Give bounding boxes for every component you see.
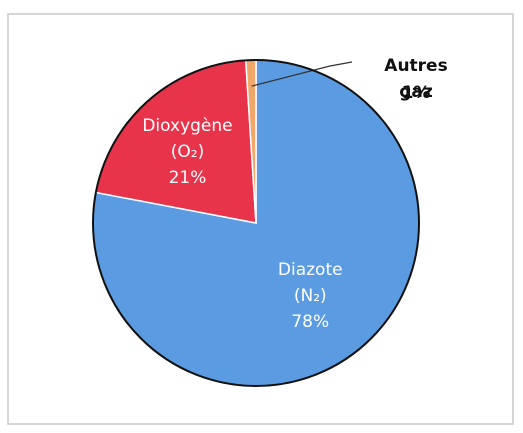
value-label: 21% [169,168,207,188]
slice-label: Dioxygène (O₂) [142,116,232,162]
label-line: Diazote [278,260,343,280]
label-line: gaz [399,82,433,102]
value-label: 1% [402,83,431,103]
pie-outline [92,59,420,387]
value-label: 78% [291,312,329,332]
slice-label: Autres gaz [384,56,447,102]
slice-label: Diazote (N₂) [278,260,343,306]
label-line: Dioxygène [142,116,232,136]
label-line: (N₂) [294,286,327,306]
label-line: Autres [384,56,447,76]
label-line: (O₂) [171,142,204,162]
leader-line [251,61,353,87]
